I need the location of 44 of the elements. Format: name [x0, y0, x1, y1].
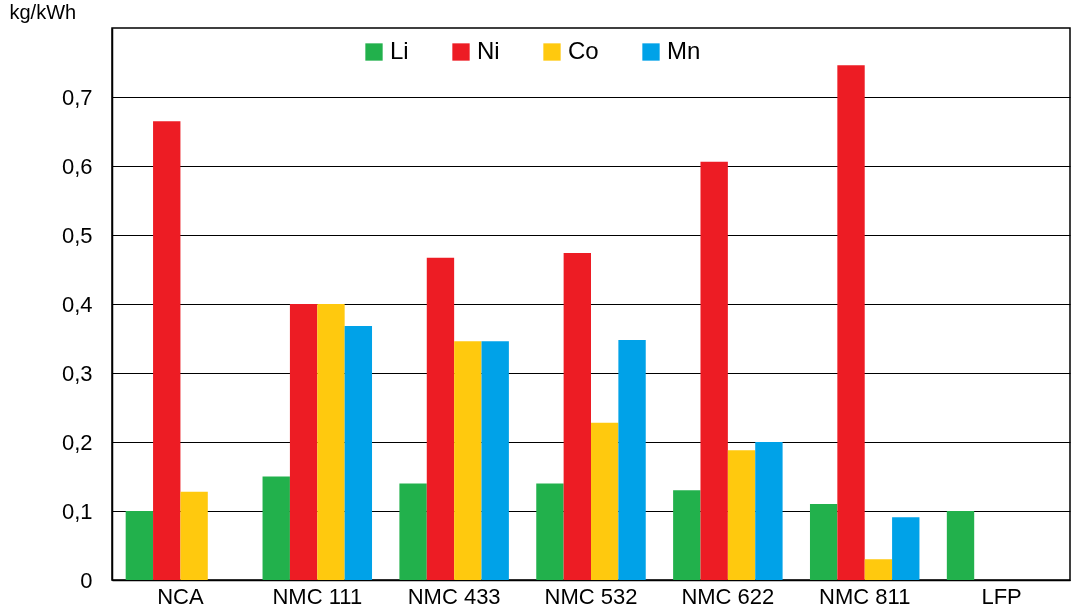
- bar: [700, 161, 728, 580]
- x-tick-label: LFP: [981, 583, 1022, 609]
- x-tick-label: NMC 111: [272, 583, 363, 609]
- bar: [481, 341, 509, 580]
- x-tick-label: NMC 433: [407, 583, 501, 609]
- bar: [864, 559, 893, 580]
- bar: [454, 341, 482, 580]
- bar: [837, 65, 865, 580]
- y-tick-label: 0,1: [61, 498, 93, 524]
- x-tick-label: NMC 622: [681, 583, 775, 609]
- x-tick-label: NMC 532: [544, 583, 638, 609]
- bar: [618, 339, 646, 580]
- bar: [563, 252, 591, 580]
- x-tick-label: NMC 811: [819, 583, 911, 609]
- bar: [727, 450, 756, 580]
- bar: [536, 483, 564, 580]
- bar: [809, 504, 838, 580]
- legend-label: Mn: [667, 37, 701, 64]
- bar: [399, 483, 427, 580]
- bar: [673, 490, 701, 580]
- x-tick-label: NCA: [157, 583, 204, 609]
- y-axis-title: kg/kWh: [9, 0, 77, 23]
- bar: [946, 511, 975, 580]
- bar: [426, 257, 455, 580]
- bar: [262, 476, 290, 580]
- bar: [125, 511, 154, 580]
- y-tick-label: 0,6: [61, 153, 93, 179]
- bar: [344, 326, 373, 580]
- bar: [591, 422, 619, 580]
- bar: [180, 491, 208, 580]
- bar: [755, 442, 783, 580]
- bar: [289, 304, 318, 580]
- bar: [892, 517, 920, 580]
- legend-label: Ni: [477, 37, 500, 64]
- y-tick-label: 0,2: [61, 429, 93, 455]
- y-tick-label: 0,5: [61, 222, 93, 248]
- y-tick-label: 0,4: [61, 291, 93, 317]
- bar: [317, 304, 345, 580]
- bar: [153, 121, 181, 580]
- y-tick-label: 0,7: [61, 84, 93, 110]
- y-tick-label: 0: [80, 567, 93, 593]
- legend-label: Li: [390, 37, 409, 64]
- legend-label: Co: [568, 37, 599, 64]
- y-tick-label: 0,3: [61, 360, 93, 386]
